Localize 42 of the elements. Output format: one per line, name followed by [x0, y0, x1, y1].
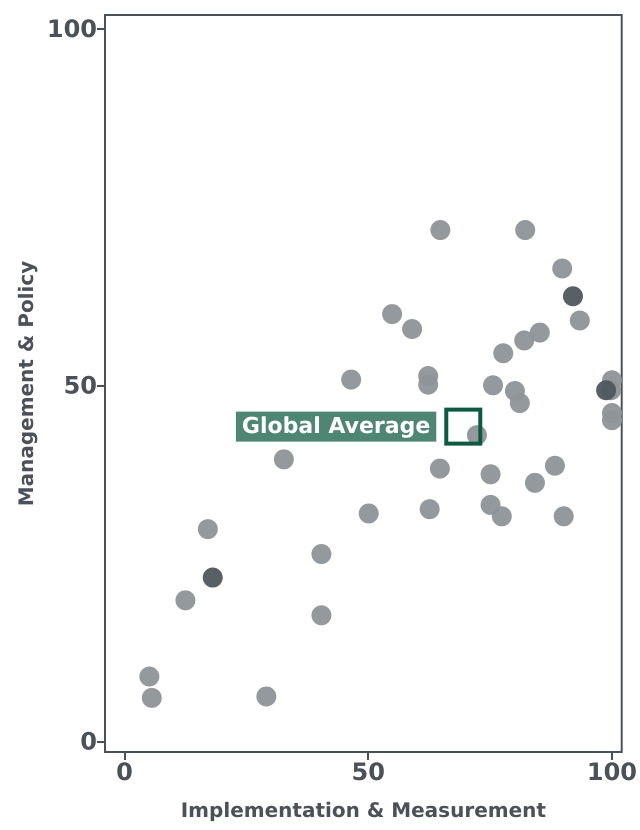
point — [544, 456, 565, 476]
point — [570, 310, 590, 330]
point — [274, 449, 294, 470]
point — [562, 286, 583, 306]
point — [311, 544, 332, 564]
point — [554, 506, 574, 526]
point — [311, 605, 332, 626]
point — [552, 258, 572, 278]
y-tick-label: 100 — [46, 15, 97, 44]
x-tick-label: 0 — [116, 758, 133, 786]
point — [175, 590, 196, 610]
point — [418, 374, 438, 395]
point — [198, 519, 218, 540]
annotation: Global Average — [242, 414, 430, 440]
x-axis-title: Implementation & Measurement — [180, 798, 546, 822]
point — [596, 380, 616, 400]
point — [430, 220, 450, 240]
point — [483, 375, 504, 396]
point — [515, 220, 536, 240]
point — [493, 343, 514, 364]
point — [420, 499, 440, 520]
point — [256, 686, 276, 706]
point — [430, 458, 450, 479]
point — [524, 472, 545, 493]
point — [202, 568, 223, 588]
point — [602, 410, 622, 430]
y-tick-label: 50 — [64, 371, 97, 400]
y-axis-title: Management & Policy — [14, 260, 38, 506]
point — [142, 688, 162, 708]
x-tick-label: 100 — [586, 758, 638, 786]
x-tick-label: 50 — [352, 758, 385, 786]
point — [341, 370, 362, 390]
point — [480, 464, 501, 484]
point — [510, 393, 530, 414]
y-tick-label: 0 — [80, 727, 97, 756]
point — [382, 304, 402, 324]
point — [514, 330, 534, 350]
point — [402, 319, 422, 340]
point — [139, 666, 160, 687]
point — [492, 506, 512, 526]
point — [530, 322, 550, 343]
point — [358, 503, 379, 524]
